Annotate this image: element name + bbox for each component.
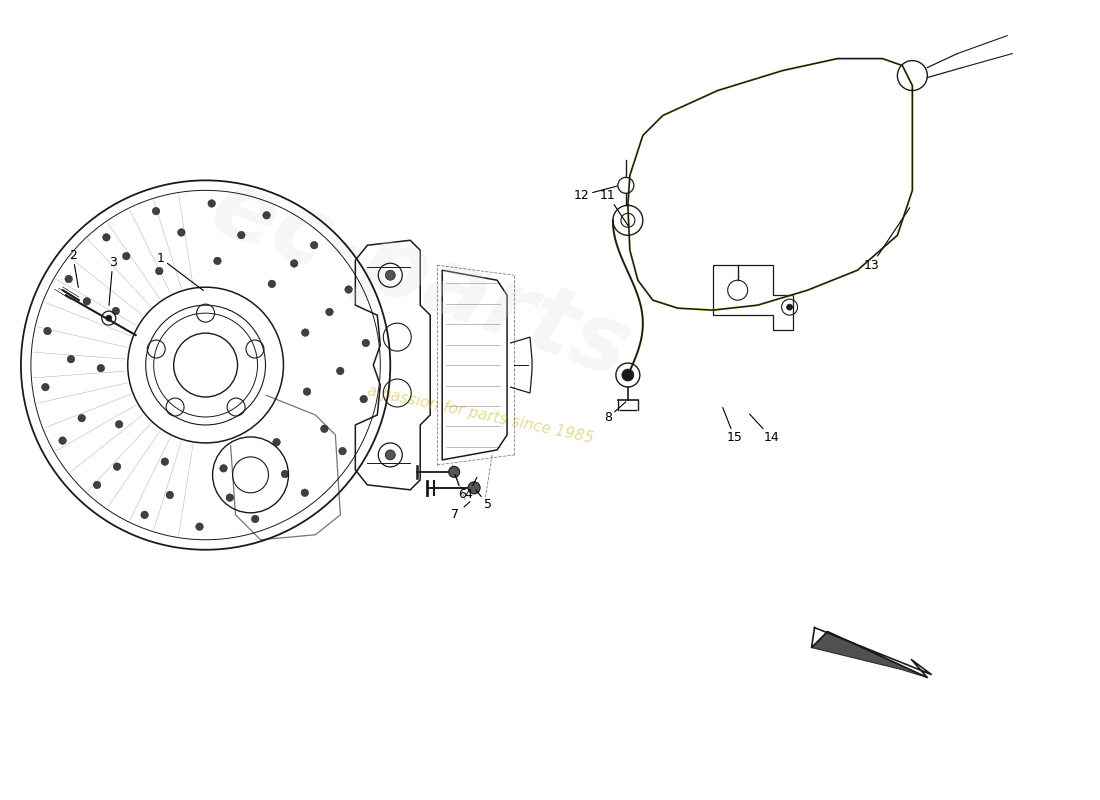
Circle shape [141, 511, 149, 518]
Circle shape [290, 260, 298, 267]
Text: 6: 6 [455, 474, 466, 502]
Circle shape [226, 494, 233, 502]
Circle shape [238, 231, 245, 239]
Circle shape [337, 367, 344, 374]
Text: ec-parts: ec-parts [198, 162, 642, 398]
Circle shape [339, 447, 346, 455]
Text: 15: 15 [723, 407, 743, 445]
Circle shape [94, 481, 101, 489]
Circle shape [621, 369, 634, 381]
Circle shape [282, 470, 288, 478]
Circle shape [252, 515, 258, 522]
Circle shape [469, 482, 480, 494]
Circle shape [301, 489, 309, 497]
Circle shape [65, 275, 73, 282]
Circle shape [208, 200, 216, 207]
Text: 8: 8 [604, 402, 626, 425]
Circle shape [220, 465, 228, 472]
Circle shape [67, 355, 75, 363]
Circle shape [113, 463, 121, 470]
Circle shape [385, 450, 395, 460]
Circle shape [273, 438, 280, 446]
Circle shape [84, 298, 90, 305]
Circle shape [301, 329, 309, 336]
Text: 7: 7 [451, 502, 470, 522]
Circle shape [166, 491, 174, 499]
Circle shape [213, 257, 221, 265]
Circle shape [78, 414, 86, 422]
Circle shape [268, 280, 276, 288]
Circle shape [106, 315, 112, 321]
Text: 5: 5 [476, 490, 492, 511]
Circle shape [155, 267, 163, 275]
Circle shape [196, 523, 204, 530]
Text: a passion for parts since 1985: a passion for parts since 1985 [365, 384, 595, 446]
Text: 4: 4 [464, 478, 477, 502]
Polygon shape [812, 631, 927, 678]
Circle shape [320, 425, 328, 433]
Circle shape [42, 383, 50, 391]
Circle shape [362, 339, 370, 346]
Circle shape [97, 364, 104, 372]
Circle shape [360, 395, 367, 403]
Text: 13: 13 [864, 208, 910, 272]
Text: 12: 12 [574, 186, 617, 202]
Circle shape [310, 242, 318, 249]
Circle shape [122, 252, 130, 260]
Circle shape [177, 229, 185, 236]
Circle shape [344, 286, 352, 294]
Circle shape [326, 308, 333, 316]
Circle shape [44, 327, 52, 335]
Circle shape [102, 234, 110, 241]
Text: 1: 1 [156, 252, 204, 290]
Text: 11: 11 [600, 189, 628, 226]
Circle shape [58, 437, 66, 444]
Circle shape [786, 304, 793, 310]
Circle shape [304, 388, 311, 395]
Circle shape [116, 421, 123, 428]
Text: 14: 14 [749, 414, 780, 445]
Circle shape [385, 270, 395, 280]
Circle shape [263, 211, 271, 219]
Circle shape [112, 307, 120, 315]
Text: 3: 3 [109, 256, 117, 306]
Circle shape [449, 466, 460, 478]
Text: 2: 2 [69, 249, 78, 287]
Circle shape [161, 458, 168, 466]
Circle shape [152, 207, 160, 215]
